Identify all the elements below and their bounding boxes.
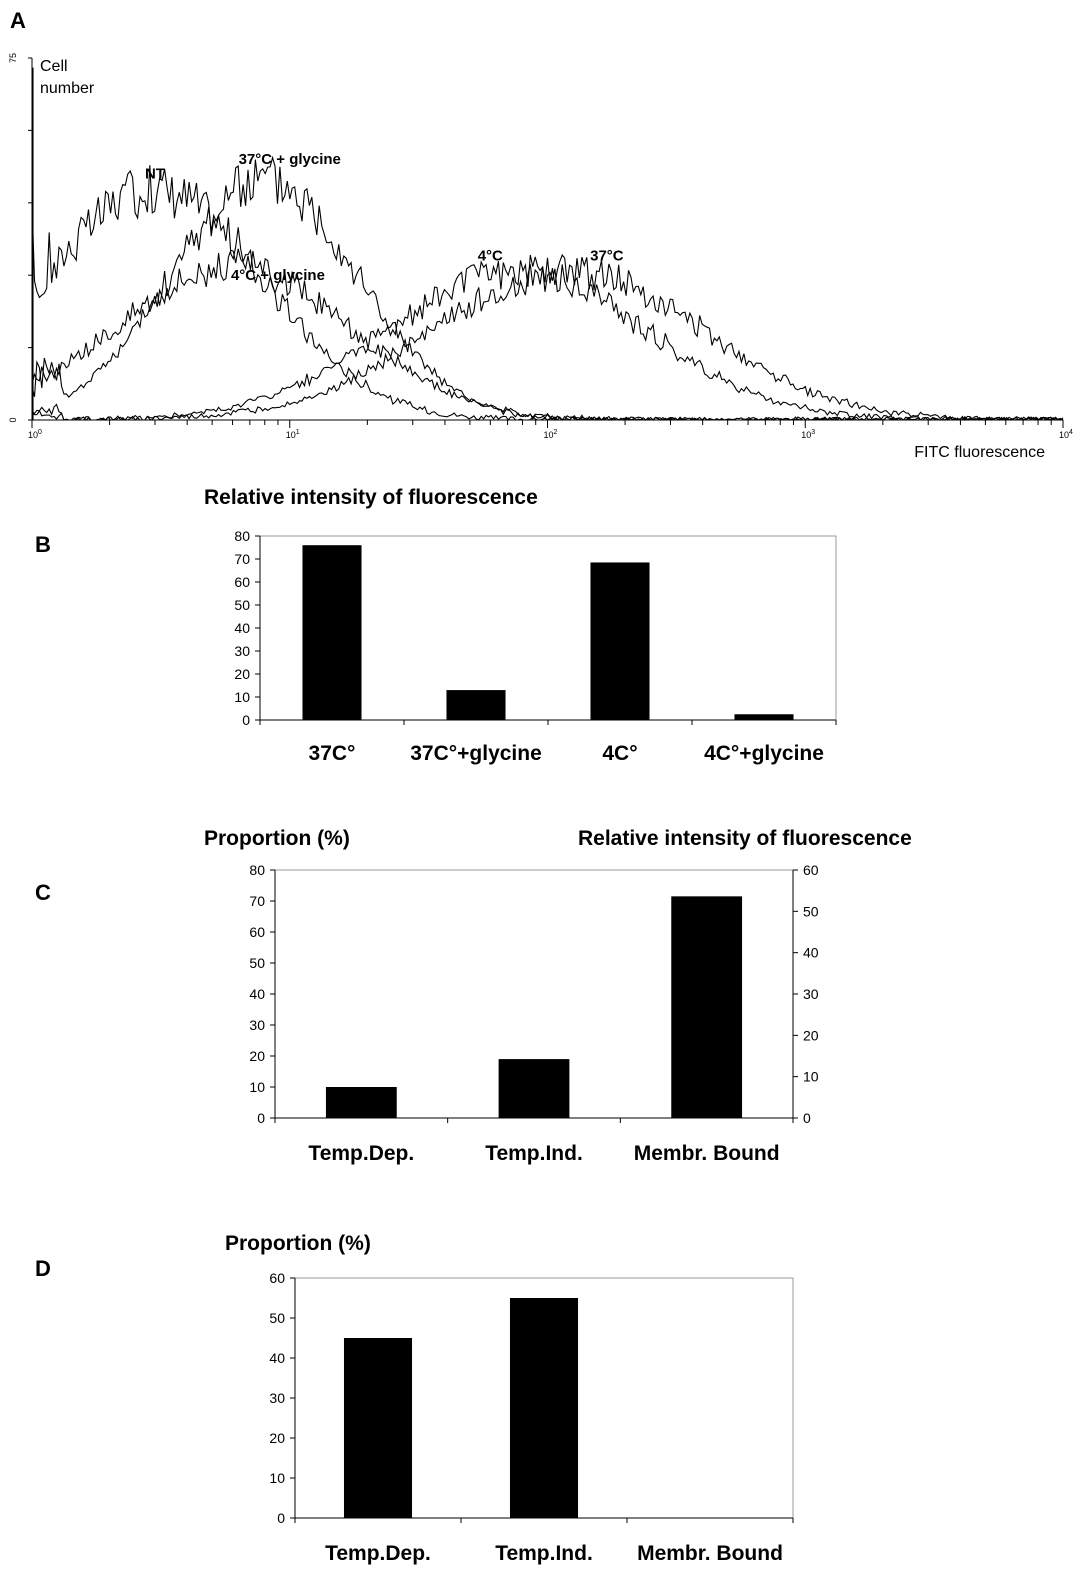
bar-chart-c: Proportion (%) Relative intensity of flu… — [204, 827, 912, 1165]
bar — [446, 690, 506, 720]
y-axis-label-line2: number — [40, 80, 95, 97]
y-tick-label: 60 — [269, 1270, 285, 1286]
bar-chart-d: Proportion (%) 0 10 20 30 40 50 60 Temp.Dep. Tem… — [225, 1232, 794, 1565]
y-tick-label: 0 — [242, 712, 250, 728]
series-label: NT — [145, 166, 165, 183]
histogram-trace — [31, 253, 1063, 421]
y-tick-label: 40 — [269, 1350, 285, 1366]
y2-tick-label: 20 — [803, 1027, 819, 1043]
y-tick-label: 80 — [249, 862, 265, 878]
y-tick-label: 30 — [249, 1017, 265, 1033]
y-tick-label: 60 — [249, 924, 265, 940]
x-axis-label: FITC fluorescence — [914, 444, 1045, 461]
y-tick-label: 30 — [269, 1390, 285, 1406]
y2-tick-label: 30 — [803, 986, 819, 1002]
bar — [590, 562, 650, 720]
y-tick-label: 60 — [234, 574, 250, 590]
y-tick-label: 70 — [234, 551, 250, 567]
category-label: Temp.Ind. — [485, 1142, 583, 1165]
bar — [302, 545, 362, 720]
panel-label-a: A — [10, 8, 26, 33]
series-label: 4°C + glycine — [231, 267, 325, 284]
y2-tick-label: 0 — [803, 1110, 811, 1126]
y-tick-label: 30 — [234, 643, 250, 659]
y-axis-label-line1: Cell — [40, 58, 68, 75]
bar — [343, 1338, 413, 1518]
x-tick-label: 100 — [28, 429, 42, 440]
panel-label-d: D — [35, 1256, 51, 1281]
y2-tick-label: 50 — [803, 903, 819, 919]
y-tick-label: 0 — [277, 1510, 285, 1526]
panel-label-b: B — [35, 532, 51, 557]
y-tick-label: 20 — [269, 1430, 285, 1446]
histogram-trace — [31, 254, 1064, 421]
x-tick-label: 101 — [286, 429, 300, 440]
histogram-trace — [31, 165, 1064, 421]
chart-c-right-title: Relative intensity of fluorescence — [578, 827, 912, 850]
category-label: Temp.Dep. — [308, 1142, 414, 1165]
category-label: 4C° — [602, 742, 637, 765]
panel-label-c: C — [35, 880, 51, 905]
y-tick-label: 50 — [269, 1310, 285, 1326]
histogram-panel: Cell number FITC fluorescence 0 75 100 101 1… — [8, 53, 1073, 461]
category-label: 37C° — [309, 742, 356, 765]
bar — [498, 1059, 570, 1118]
category-label: Membr. Bound — [634, 1142, 780, 1165]
x-tick-label: 104 — [1059, 429, 1073, 440]
y-tick-label: 0 — [8, 417, 18, 422]
bar — [325, 1087, 397, 1118]
y-tick-label: 10 — [234, 689, 250, 705]
y-tick-label: 20 — [249, 1048, 265, 1064]
y-tick-label: 50 — [249, 955, 265, 971]
y-tick-label: 10 — [269, 1470, 285, 1486]
bar — [671, 896, 743, 1118]
bar-chart-b: Relative intensity of fluorescence 0 10 20… — [204, 486, 837, 765]
y2-tick-label: 10 — [803, 1069, 819, 1085]
chart-b-title: Relative intensity of fluorescence — [204, 486, 538, 509]
y-tick-label: 40 — [249, 986, 265, 1002]
series-label: 37°C + glycine — [239, 151, 341, 168]
chart-c-left-title: Proportion (%) — [204, 827, 350, 850]
category-label: 37C°+glycine — [410, 742, 542, 765]
y2-tick-label: 60 — [803, 862, 819, 878]
y-tick-label: 10 — [249, 1079, 265, 1095]
bar — [509, 1298, 579, 1518]
y2-tick-label: 40 — [803, 945, 819, 961]
x-tick-label: 103 — [801, 429, 815, 440]
y-tick-label: 70 — [249, 893, 265, 909]
y-tick-label: 0 — [257, 1110, 265, 1126]
y-tick-label: 80 — [234, 528, 250, 544]
y-tick-label: 20 — [234, 666, 250, 682]
y-tick-label: 40 — [234, 620, 250, 636]
histogram-trace — [31, 155, 1064, 422]
series-label: 37°C — [590, 248, 624, 265]
category-label: 4C°+glycine — [704, 742, 824, 765]
bar — [734, 714, 794, 720]
category-label: Temp.Ind. — [495, 1542, 593, 1565]
y-tick-label: 75 — [8, 53, 18, 63]
chart-d-title: Proportion (%) — [225, 1232, 371, 1255]
category-label: Membr. Bound — [637, 1542, 783, 1565]
y-tick-label: 50 — [234, 597, 250, 613]
x-tick-label: 102 — [544, 429, 558, 440]
category-label: Temp.Dep. — [325, 1542, 431, 1565]
histogram-trace — [31, 248, 1064, 421]
series-label: 4°C — [478, 248, 503, 265]
